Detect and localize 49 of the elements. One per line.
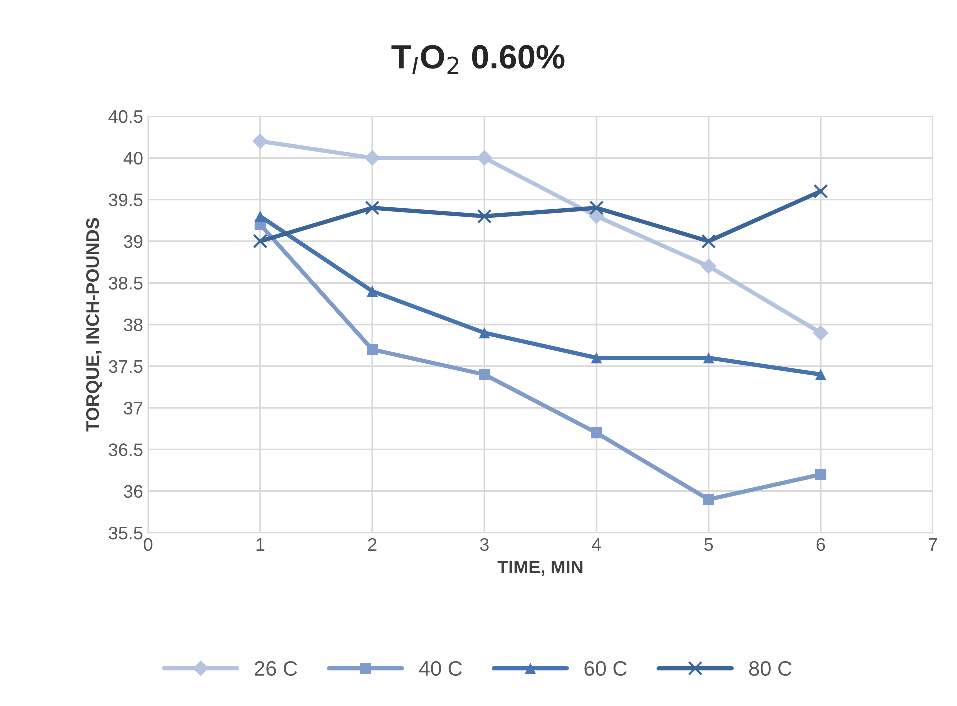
point <box>815 369 827 380</box>
x-tick-label: 3 <box>480 538 489 552</box>
point <box>365 200 380 216</box>
point <box>477 209 492 224</box>
legend-label: 40 C <box>419 661 462 676</box>
y-tick-label: 39 <box>124 235 143 248</box>
y-tick-label: 40.5 <box>108 110 143 124</box>
point <box>253 234 268 249</box>
y-tick-label: 37.5 <box>109 360 143 374</box>
x-tick-label: 4 <box>592 538 602 551</box>
point <box>591 428 602 439</box>
point <box>366 344 378 356</box>
y-tick-label: 37 <box>124 402 143 415</box>
point <box>814 184 828 199</box>
y-tick-label: 39.5 <box>109 194 143 207</box>
x-tick-label: 7 <box>928 538 938 551</box>
point <box>703 352 714 364</box>
point <box>364 150 380 166</box>
legend-label: 60 C <box>584 661 627 676</box>
x-tick-label: 5 <box>704 538 714 552</box>
point <box>813 325 829 341</box>
y-tick-label: 38.5 <box>109 277 143 290</box>
y-axis-title: TORQUE, INCH-POUNDS <box>86 218 103 432</box>
chart-title: T$_{I}$O$_{2}$ 0.60% <box>392 45 565 74</box>
y-tick-label: 38 <box>124 318 143 332</box>
point <box>701 258 717 274</box>
point <box>476 150 493 166</box>
point <box>254 210 266 222</box>
y-tick-label: 36 <box>124 485 143 498</box>
point <box>702 234 716 249</box>
y-tick-label: 35.5 <box>109 526 143 540</box>
y-tick-label: 36.5 <box>109 444 143 456</box>
x-tick-label: 1 <box>256 538 265 551</box>
point <box>479 328 490 339</box>
point <box>252 134 268 150</box>
x-axis-title: TIME, MIN <box>498 560 583 576</box>
y-tick-label: 40 <box>124 152 143 165</box>
point <box>703 494 714 506</box>
legend-label: 80 C <box>749 661 792 676</box>
x-tick-label: 0 <box>144 538 153 552</box>
legend-label: 26 C <box>255 661 298 676</box>
point <box>366 286 378 297</box>
point <box>815 469 827 480</box>
point <box>479 369 490 380</box>
point <box>588 208 605 224</box>
point <box>591 352 602 364</box>
x-tick-label: 2 <box>368 538 377 551</box>
point <box>589 200 604 216</box>
x-tick-label: 6 <box>816 538 826 552</box>
